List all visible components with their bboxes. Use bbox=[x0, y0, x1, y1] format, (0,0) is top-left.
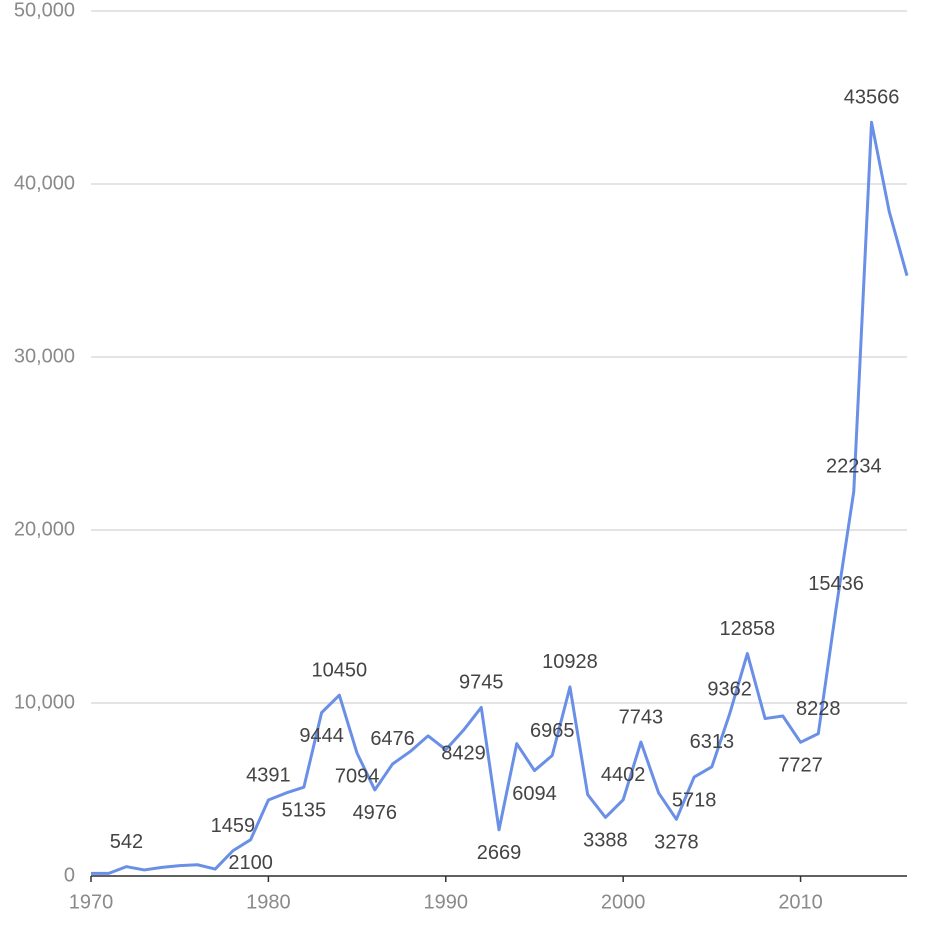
data-label: 1459 bbox=[211, 815, 256, 837]
data-label: 2100 bbox=[228, 852, 273, 874]
data-label: 9745 bbox=[459, 672, 504, 694]
data-label: 6476 bbox=[370, 728, 415, 750]
data-label: 8228 bbox=[796, 698, 841, 720]
data-label: 6313 bbox=[690, 731, 735, 753]
x-tick-label: 1990 bbox=[424, 891, 469, 913]
y-tick-label: 50,000 bbox=[14, 0, 75, 21]
data-label: 5718 bbox=[672, 789, 717, 811]
data-label: 4976 bbox=[353, 802, 398, 824]
data-label: 43566 bbox=[844, 87, 900, 109]
x-tick-label: 1980 bbox=[246, 891, 291, 913]
data-label: 10450 bbox=[312, 659, 368, 681]
data-label: 7727 bbox=[778, 755, 823, 777]
data-label: 5135 bbox=[282, 799, 327, 821]
data-label: 7094 bbox=[335, 766, 380, 788]
data-label: 3278 bbox=[654, 832, 699, 854]
y-tick-label: 20,000 bbox=[14, 518, 75, 540]
data-label: 6965 bbox=[530, 720, 575, 742]
data-label: 4391 bbox=[246, 764, 291, 786]
y-tick-label: 40,000 bbox=[14, 172, 75, 194]
data-label: 12858 bbox=[720, 618, 776, 640]
data-label: 2669 bbox=[477, 842, 522, 864]
data-label: 22234 bbox=[826, 456, 882, 478]
data-label: 8429 bbox=[441, 742, 486, 764]
data-label: 4402 bbox=[601, 764, 646, 786]
data-label: 6094 bbox=[512, 783, 557, 805]
x-tick-label: 1970 bbox=[69, 891, 114, 913]
data-label: 3388 bbox=[583, 830, 628, 852]
data-label: 9444 bbox=[299, 725, 344, 747]
line bbox=[91, 120, 909, 875]
data-label: 542 bbox=[110, 831, 143, 853]
y-tick-label: 0 bbox=[64, 864, 75, 886]
x-tick-label: 2000 bbox=[601, 891, 646, 913]
y-tick-label: 10,000 bbox=[14, 691, 75, 713]
data-label: 9362 bbox=[707, 678, 752, 700]
data-label: 10928 bbox=[542, 651, 598, 673]
data-label: 7743 bbox=[619, 706, 664, 728]
y-tick-label: 30,000 bbox=[14, 345, 75, 367]
data-label: 15436 bbox=[808, 573, 864, 595]
x-tick-label: 2010 bbox=[778, 891, 823, 913]
